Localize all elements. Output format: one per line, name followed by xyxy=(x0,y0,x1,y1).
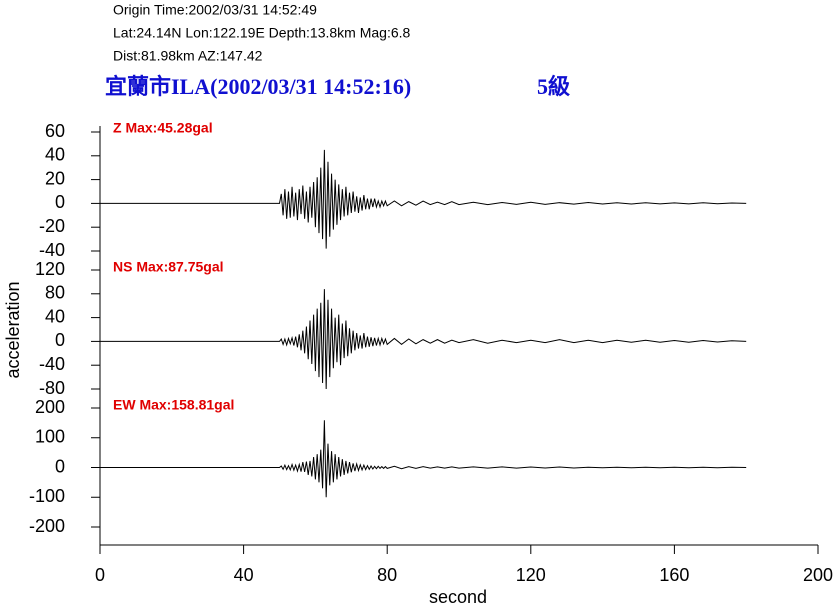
y-tick-label: 200 xyxy=(35,397,65,417)
y-tick-label: 0 xyxy=(55,456,65,476)
waveform xyxy=(100,149,747,249)
y-axis-label: acceleration xyxy=(3,281,23,378)
x-tick-label: 160 xyxy=(659,565,689,585)
x-tick-label: 0 xyxy=(95,565,105,585)
x-axis-label: second xyxy=(429,587,487,607)
y-tick-label: -40 xyxy=(39,354,65,374)
y-tick-label: 60 xyxy=(45,121,65,141)
x-tick-label: 120 xyxy=(516,565,546,585)
x-tick-label: 80 xyxy=(377,565,397,585)
header-line: Lat:24.14N Lon:122.19E Depth:13.8km Mag:… xyxy=(113,25,411,41)
y-tick-label: 40 xyxy=(45,145,65,165)
y-tick-label: -100 xyxy=(29,486,65,506)
y-tick-label: 40 xyxy=(45,306,65,326)
y-tick-label: -20 xyxy=(39,216,65,236)
header-line: Dist:81.98km AZ:147.42 xyxy=(113,48,263,64)
chart-title: 宜蘭市ILA(2002/03/31 14:52:16) xyxy=(105,74,411,99)
intensity: 5級 xyxy=(537,74,570,99)
y-tick-label: 80 xyxy=(45,283,65,303)
x-tick-label: 40 xyxy=(234,565,254,585)
y-tick-label: -40 xyxy=(39,240,65,260)
y-tick-label: -200 xyxy=(29,516,65,536)
y-tick-label: 100 xyxy=(35,427,65,447)
y-tick-label: 0 xyxy=(55,330,65,350)
header-line: Origin Time:2002/03/31 14:52:49 xyxy=(113,2,317,18)
waveform xyxy=(100,420,747,498)
panel-label: EW Max:158.81gal xyxy=(113,397,234,413)
waveform xyxy=(100,289,747,390)
x-tick-label: 200 xyxy=(803,565,833,585)
panel-label: Z Max:45.28gal xyxy=(113,120,213,136)
y-tick-label: 20 xyxy=(45,168,65,188)
y-tick-label: 0 xyxy=(55,192,65,212)
y-tick-label: -80 xyxy=(39,378,65,398)
y-tick-label: 120 xyxy=(35,259,65,279)
panel-label: NS Max:87.75gal xyxy=(113,259,224,275)
